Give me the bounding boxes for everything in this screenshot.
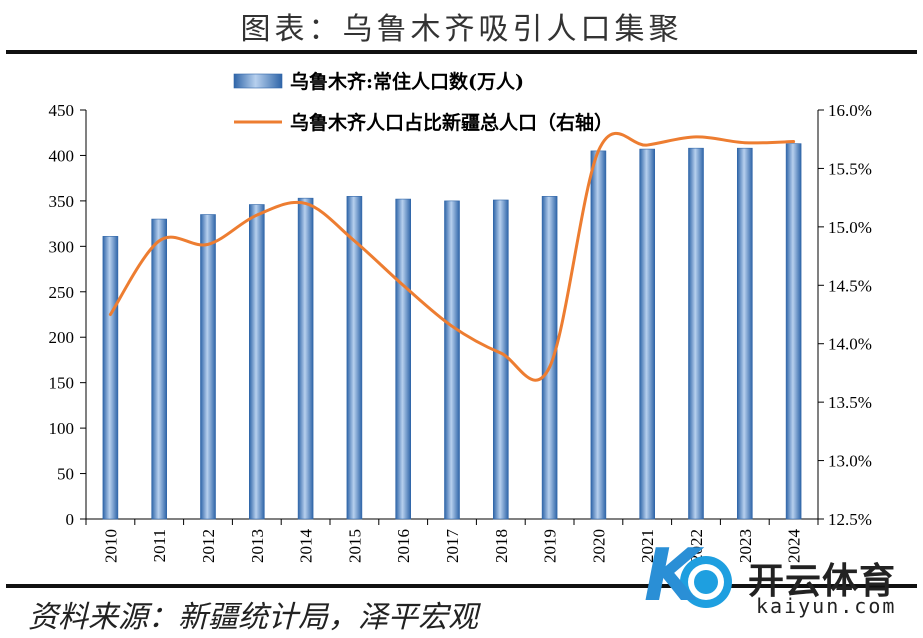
top-rule xyxy=(6,50,917,54)
right-tick-label: 13.0% xyxy=(828,452,872,471)
bottom-rule xyxy=(6,584,917,588)
right-tick-label: 15.5% xyxy=(828,159,872,178)
x-tick-label: 2015 xyxy=(345,529,364,563)
left-tick-label: 350 xyxy=(49,192,75,211)
x-tick-label: 2013 xyxy=(248,529,267,563)
left-tick-label: 100 xyxy=(49,419,75,438)
right-tick-label: 15.0% xyxy=(828,218,872,237)
bar xyxy=(297,197,314,520)
bar xyxy=(541,196,558,520)
legend-bar-swatch xyxy=(233,73,283,89)
watermark: K 开云体育 kaiyun.com xyxy=(636,522,918,622)
right-tick-label: 13.5% xyxy=(828,393,872,412)
left-tick-label: 400 xyxy=(49,146,75,165)
x-tick-label: 2010 xyxy=(101,529,120,563)
bar xyxy=(736,147,753,520)
brand-logo-icon: K xyxy=(644,533,732,617)
x-tick-label: 2022 xyxy=(687,529,706,563)
x-tick-label: 2019 xyxy=(541,529,560,563)
chart-title: 图表：乌鲁木齐吸引人口集聚 xyxy=(240,12,683,47)
series-line xyxy=(108,132,796,382)
bar xyxy=(102,236,119,520)
right-tick-label: 14.5% xyxy=(828,276,872,295)
brand-name: 开云体育 xyxy=(748,561,897,602)
legend-line-label: 乌鲁木齐人口占比新疆总人口（右轴） xyxy=(290,111,613,134)
logo-letter: K xyxy=(644,533,705,617)
bar xyxy=(151,218,167,520)
bar xyxy=(492,199,509,520)
bar xyxy=(444,200,460,520)
bar xyxy=(249,204,265,520)
left-tick-label: 200 xyxy=(49,328,75,347)
x-tick-label: 2012 xyxy=(199,529,218,563)
bar xyxy=(590,150,607,520)
bar xyxy=(639,148,656,520)
left-tick-label: 150 xyxy=(49,374,75,393)
left-tick-label: 300 xyxy=(49,237,75,256)
x-tick-label: 2016 xyxy=(394,529,413,563)
left-tick-label: 250 xyxy=(49,283,75,302)
right-tick-label: 12.5% xyxy=(828,510,872,529)
combo-chart: 0 50 100 150 200 250 300 350 400 450 12.5% 13.0% 13.… xyxy=(49,70,872,564)
brand-url: kaiyun.com xyxy=(756,594,897,618)
x-tick-label: 2017 xyxy=(443,529,462,564)
x-tick-label: 2018 xyxy=(492,529,511,563)
source-note: 资料来源：新疆统计局，泽平宏观 xyxy=(28,600,478,635)
left-tick-label: 50 xyxy=(57,465,74,484)
x-tick-label: 2014 xyxy=(297,529,316,564)
x-tick-label: 2020 xyxy=(589,529,608,563)
bar xyxy=(785,143,802,520)
bar xyxy=(688,147,704,520)
left-tick-label: 450 xyxy=(49,101,75,120)
x-tick-label: 2021 xyxy=(638,529,657,563)
right-tick-label: 16.0% xyxy=(828,101,872,120)
left-tick-label: 0 xyxy=(66,510,75,529)
legend-bar-label: 乌鲁木齐:常住人口数(万人) xyxy=(290,70,524,93)
x-tick-label: 2023 xyxy=(736,529,755,563)
right-tick-label: 14.0% xyxy=(828,335,872,354)
bar xyxy=(200,214,216,520)
bar xyxy=(346,196,363,520)
x-tick-label: 2011 xyxy=(150,529,169,562)
bar xyxy=(395,198,412,520)
x-tick-label: 2024 xyxy=(785,529,804,564)
